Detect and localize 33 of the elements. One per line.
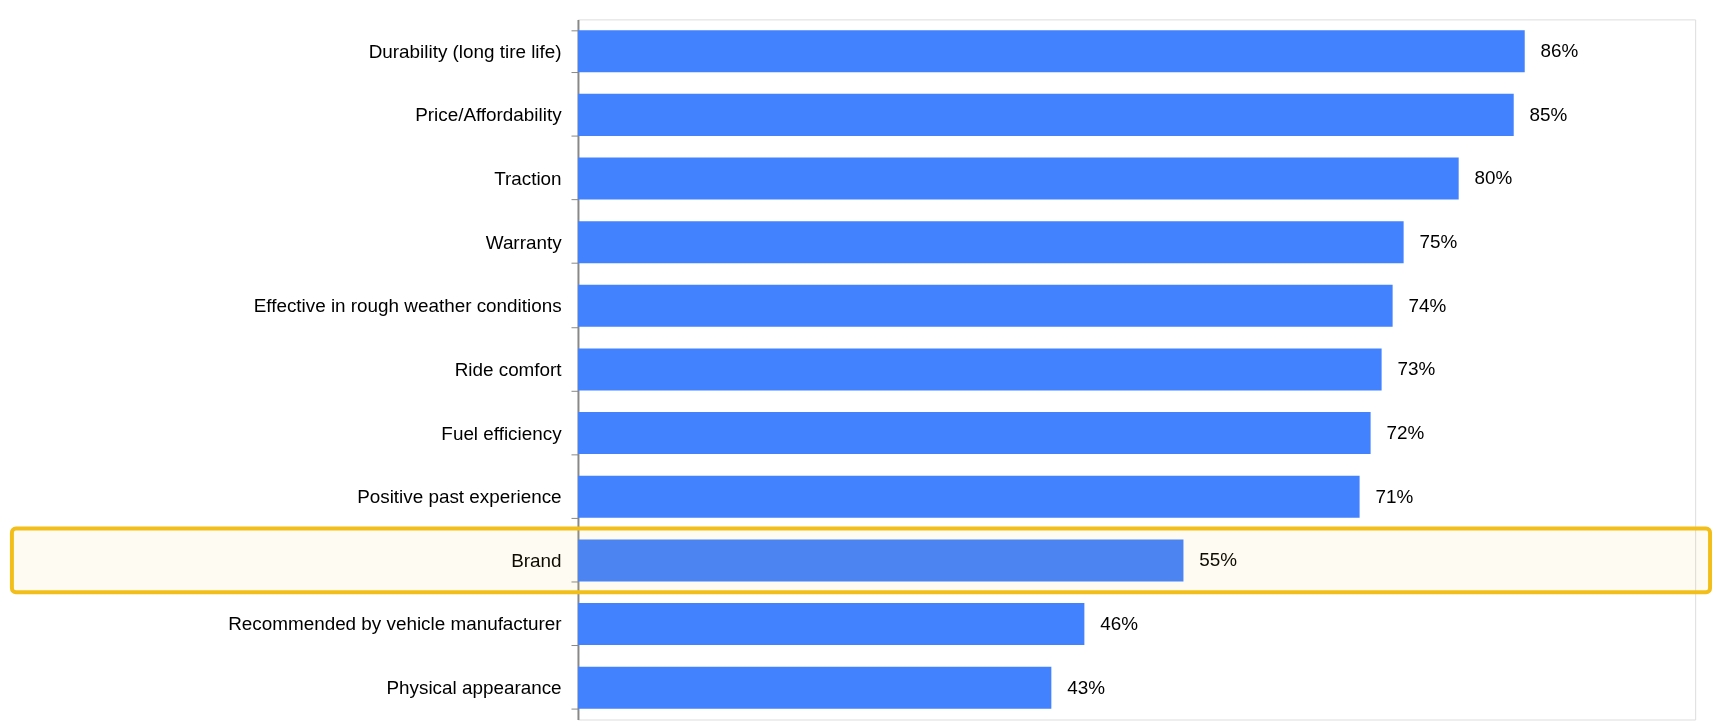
- data-label: 55%: [1199, 549, 1238, 571]
- y-tick-label: Brand: [511, 549, 562, 571]
- y-tick-label: Fuel efficiency: [441, 422, 563, 444]
- bar: [577, 348, 1382, 391]
- y-tick-label: Durability (long tire life): [368, 40, 562, 62]
- bar: [577, 603, 1085, 646]
- y-tick-label: Physical appearance: [386, 677, 562, 699]
- bar: [577, 93, 1514, 136]
- bar: [577, 284, 1393, 327]
- bar: [577, 412, 1371, 455]
- data-label: 72%: [1386, 422, 1425, 444]
- bar: [577, 30, 1525, 73]
- data-label: 73%: [1397, 358, 1436, 380]
- data-label: 80%: [1474, 167, 1513, 189]
- bar: [577, 475, 1360, 518]
- bar: [577, 221, 1404, 264]
- bar: [577, 539, 1184, 582]
- data-label: 71%: [1375, 485, 1414, 507]
- bar: [577, 666, 1052, 709]
- y-tick-label: Ride comfort: [454, 358, 563, 380]
- data-label: 75%: [1419, 231, 1458, 253]
- data-label: 46%: [1100, 613, 1139, 634]
- y-tick-label: Traction: [494, 167, 562, 189]
- data-label: 43%: [1067, 676, 1106, 698]
- y-tick-label: Recommended by vehicle manufacturer: [228, 613, 562, 635]
- y-tick-label: Price/Affordability: [415, 104, 563, 126]
- y-tick-label: Effective in rough weather conditions: [253, 295, 562, 317]
- y-tick-label: Positive past experience: [357, 486, 562, 508]
- data-label: 85%: [1529, 103, 1568, 125]
- y-tick-label: Warranty: [485, 231, 563, 253]
- data-label: 74%: [1408, 294, 1447, 316]
- bar: [577, 157, 1459, 200]
- data-label: 86%: [1540, 40, 1579, 62]
